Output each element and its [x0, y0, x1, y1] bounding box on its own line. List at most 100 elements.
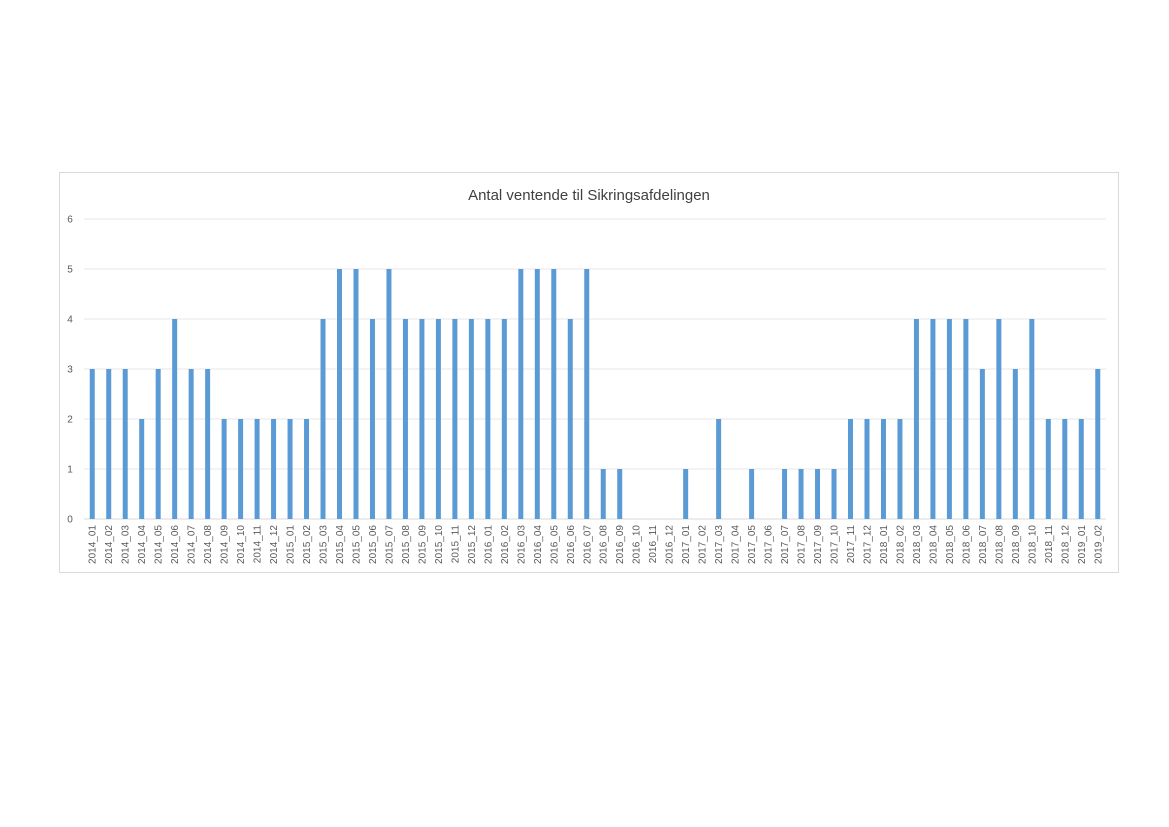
y-tick-label: 0 — [67, 515, 73, 526]
y-axis-ticks: 0 1 2 3 4 5 6 — [67, 215, 73, 526]
x-tick-label: 2014_08 — [203, 525, 214, 564]
bar — [271, 419, 277, 519]
bar — [815, 469, 821, 519]
bar — [139, 419, 145, 519]
x-tick-label: 2014_01 — [88, 525, 99, 564]
x-tick-label: 2016_07 — [582, 525, 593, 564]
bar — [337, 269, 342, 519]
x-tick-label: 2017_02 — [698, 525, 709, 564]
x-tick-label: 2014_09 — [220, 525, 231, 564]
bar — [584, 269, 590, 519]
bar — [963, 319, 969, 519]
bar — [831, 469, 837, 519]
x-tick-label: 2018_05 — [945, 525, 956, 564]
x-tick-label: 2015_02 — [302, 525, 313, 564]
x-tick-label: 2018_10 — [1027, 525, 1038, 564]
x-tick-label: 2014_12 — [269, 525, 280, 564]
bar — [996, 319, 1002, 519]
bar — [172, 319, 178, 519]
x-tick-label: 2019_01 — [1077, 525, 1088, 564]
x-tick-label: 2017_06 — [764, 525, 775, 564]
x-tick-label: 2018_09 — [1011, 525, 1022, 564]
x-tick-label: 2016_09 — [615, 525, 626, 564]
x-tick-label: 2016_10 — [632, 525, 643, 564]
bar — [254, 419, 260, 519]
bar — [1012, 369, 1018, 519]
x-tick-label: 2017_07 — [780, 525, 791, 564]
x-tick-label: 2015_01 — [286, 525, 297, 564]
x-tick-label: 2015_06 — [368, 525, 379, 564]
bar — [1062, 419, 1068, 519]
bar — [501, 319, 507, 519]
x-tick-label: 2014_05 — [154, 525, 165, 564]
bar — [1078, 419, 1084, 519]
x-tick-label: 2019_02 — [1093, 525, 1104, 564]
x-tick-label: 2015_07 — [384, 525, 395, 564]
x-tick-label: 2015_11 — [450, 525, 461, 564]
x-tick-label: 2018_08 — [994, 525, 1005, 564]
x-tick-label: 2017_05 — [747, 525, 758, 564]
bar — [1029, 319, 1035, 519]
chart-container: Antal ventende til Sikringsafdelingen 0 1… — [59, 172, 1119, 573]
x-tick-label: 2016_04 — [533, 525, 544, 564]
x-tick-label: 2015_04 — [335, 525, 346, 564]
y-tick-label: 3 — [67, 365, 73, 376]
x-tick-label: 2014_07 — [187, 525, 198, 564]
y-tick-label: 5 — [67, 265, 73, 276]
gridlines — [84, 218, 1106, 520]
bar — [1095, 369, 1101, 519]
bar — [617, 469, 623, 519]
bar — [946, 319, 952, 519]
bar — [798, 469, 804, 519]
bar — [386, 269, 392, 519]
bar — [419, 319, 425, 519]
x-tick-label: 2018_04 — [928, 525, 939, 564]
bar — [864, 419, 870, 519]
x-tick-label: 2014_02 — [104, 525, 115, 564]
bars — [89, 269, 1101, 519]
bar — [205, 369, 211, 519]
x-tick-label: 2016_06 — [566, 525, 577, 564]
bar — [600, 469, 606, 519]
chart-title: Antal ventende til Sikringsafdelingen — [468, 187, 710, 204]
x-tick-label: 2018_01 — [879, 525, 890, 564]
x-tick-label: 2017_01 — [681, 525, 692, 564]
x-tick-label: 2016_11 — [648, 525, 659, 564]
x-tick-label: 2014_04 — [137, 525, 148, 564]
bar — [880, 419, 886, 519]
bar — [122, 369, 128, 519]
bar — [518, 269, 524, 519]
bar — [304, 419, 310, 519]
bar — [979, 369, 985, 519]
x-tick-label: 2014_06 — [170, 525, 181, 564]
bar — [716, 419, 722, 519]
x-tick-label: 2015_08 — [401, 525, 412, 564]
bar — [188, 369, 194, 519]
x-tick-label: 2016_03 — [516, 525, 527, 564]
bar — [221, 419, 227, 519]
bar — [534, 269, 540, 519]
bar — [369, 319, 375, 519]
y-tick-label: 2 — [67, 415, 73, 426]
bar — [551, 269, 557, 519]
x-tick-label: 2015_10 — [434, 525, 445, 564]
bar — [402, 319, 408, 519]
x-tick-label: 2018_07 — [978, 525, 989, 564]
x-tick-label: 2014_03 — [121, 525, 132, 564]
x-tick-label: 2017_03 — [714, 525, 725, 564]
x-tick-label: 2015_05 — [351, 525, 362, 564]
bar — [468, 319, 474, 519]
bar — [930, 319, 936, 519]
bar — [435, 319, 441, 519]
bar — [238, 419, 244, 519]
x-tick-label: 2018_02 — [895, 525, 906, 564]
x-tick-label: 2014_10 — [236, 525, 247, 564]
y-tick-label: 6 — [67, 215, 73, 226]
bar — [106, 369, 112, 519]
bar — [567, 319, 573, 519]
bar — [89, 369, 95, 519]
x-tick-label: 2017_08 — [797, 525, 808, 564]
x-axis-ticks: 2014_01 2014_02 2014_03 2014_04 2014_05 2014_… — [88, 525, 1105, 564]
x-tick-label: 2015_09 — [417, 525, 428, 564]
